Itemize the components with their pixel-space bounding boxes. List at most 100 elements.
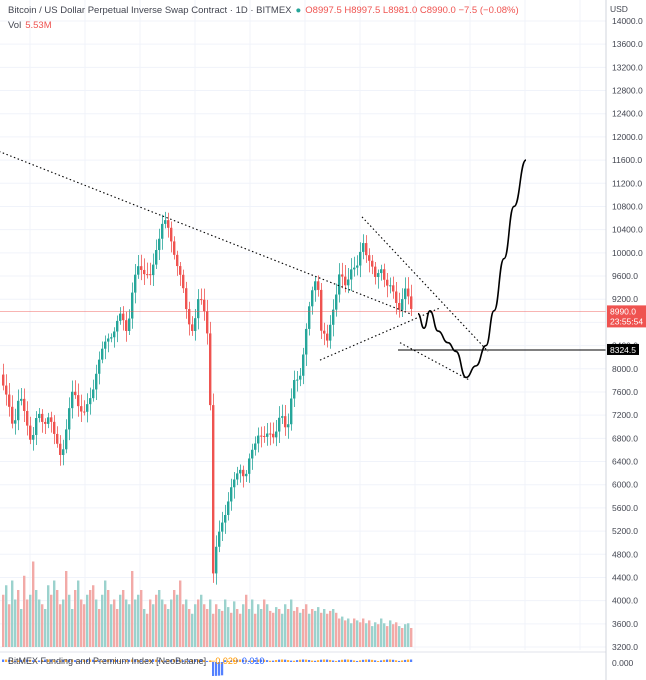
volume-bar: [143, 609, 146, 647]
funding-bar: [272, 660, 275, 662]
price-tick-label: 5200.0: [612, 526, 638, 536]
funding-bar: [239, 659, 242, 662]
candle-body: [353, 267, 356, 270]
funding-bar: [284, 659, 287, 662]
funding-bar: [119, 660, 122, 662]
volume-bar: [296, 607, 299, 647]
candle-body: [62, 449, 65, 455]
candle-body: [134, 274, 137, 293]
price-tick-label: 13600.0: [612, 39, 643, 49]
candle-body: [113, 331, 116, 338]
funding-bar: [185, 660, 188, 662]
market-status-icon: ●: [295, 5, 302, 16]
funding-bar: [263, 659, 266, 662]
volume-bar: [200, 594, 203, 647]
funding-bar: [89, 659, 92, 662]
candle-body: [140, 266, 143, 270]
candle-body: [14, 420, 17, 424]
funding-bar: [8, 659, 11, 662]
funding-bar: [50, 659, 53, 662]
funding-bar: [143, 660, 146, 662]
candle-body: [293, 380, 296, 399]
funding-bar: [155, 659, 158, 662]
volume-bar: [206, 609, 209, 647]
volume-bar: [158, 590, 161, 647]
volume-legend: Vol 5.53M: [8, 20, 52, 31]
volume-bar: [356, 620, 359, 647]
candle-body: [359, 251, 362, 266]
volume-bar: [236, 609, 239, 647]
funding-bar: [407, 659, 410, 662]
volume-bar: [23, 575, 26, 647]
funding-bar: [266, 660, 269, 662]
funding-bar: [224, 660, 227, 662]
funding-bar: [173, 659, 176, 662]
candle-body: [161, 223, 164, 239]
price-tick-label: 12400.0: [612, 109, 643, 119]
funding-bar: [116, 660, 119, 662]
candle-body: [269, 433, 272, 435]
funding-axis-label: 0.000: [612, 658, 634, 668]
funding-bar: [293, 660, 296, 662]
funding-bar: [53, 660, 56, 662]
volume-bar: [56, 590, 59, 647]
volume-bar: [8, 604, 11, 647]
volume-bar: [203, 604, 206, 647]
volume-bars: [2, 561, 413, 647]
volume-bar: [47, 585, 50, 647]
funding-bar: [158, 659, 161, 662]
candle-body: [326, 333, 329, 341]
funding-bar: [320, 659, 323, 662]
volume-bar: [230, 612, 233, 647]
funding-bar: [332, 660, 335, 662]
candle-body: [68, 408, 71, 430]
candle-body: [347, 279, 350, 286]
volume-bar: [35, 590, 38, 647]
volume-bar: [269, 610, 272, 647]
candle-body: [335, 294, 338, 310]
volume-bar: [95, 599, 98, 647]
volume-bar: [359, 622, 362, 647]
volume-bar: [182, 604, 185, 647]
volume-bar: [119, 594, 122, 647]
volume-bar: [164, 604, 167, 647]
price-tick-label: 6800.0: [612, 433, 638, 443]
volume-bar: [221, 610, 224, 647]
funding-bar: [182, 660, 185, 662]
candle-body: [128, 318, 131, 331]
volume-bar: [227, 607, 230, 647]
candle-body: [356, 265, 359, 268]
funding-bar: [71, 659, 74, 662]
price-tick-label: 10800.0: [612, 201, 643, 211]
candle-body: [278, 417, 281, 432]
volume-bar: [251, 599, 254, 647]
volume-bar: [185, 599, 188, 647]
funding-bar: [398, 660, 401, 662]
funding-bar: [368, 659, 371, 662]
funding-bar: [356, 660, 359, 662]
volume-bar: [167, 609, 170, 647]
price-axis[interactable]: USD 14000.0 13600.0 13200.0 12800.0 12400.0 1…: [610, 4, 643, 652]
candle-body: [407, 288, 410, 297]
candle-body: [368, 255, 371, 261]
volume-bar: [128, 604, 131, 647]
funding-bar: [245, 660, 248, 662]
volume-bar: [242, 604, 245, 647]
funding-bar: [341, 659, 344, 662]
volume-bar: [86, 594, 89, 647]
candle-body: [107, 338, 110, 342]
candle-body: [287, 424, 290, 428]
price-tick-label: 3200.0: [612, 642, 638, 652]
symbol-header[interactable]: Bitcoin / US Dollar Perpetual Inverse Sw…: [8, 5, 519, 16]
candle-body: [32, 434, 35, 440]
volume-bar: [59, 604, 62, 647]
candle-body: [227, 501, 230, 515]
candle-body: [323, 330, 326, 334]
funding-bar: [257, 659, 260, 662]
candle-body: [275, 431, 278, 438]
volume-bar: [350, 623, 353, 647]
candle-body: [53, 421, 56, 434]
candle-body: [152, 264, 155, 276]
candle-body: [362, 243, 365, 252]
